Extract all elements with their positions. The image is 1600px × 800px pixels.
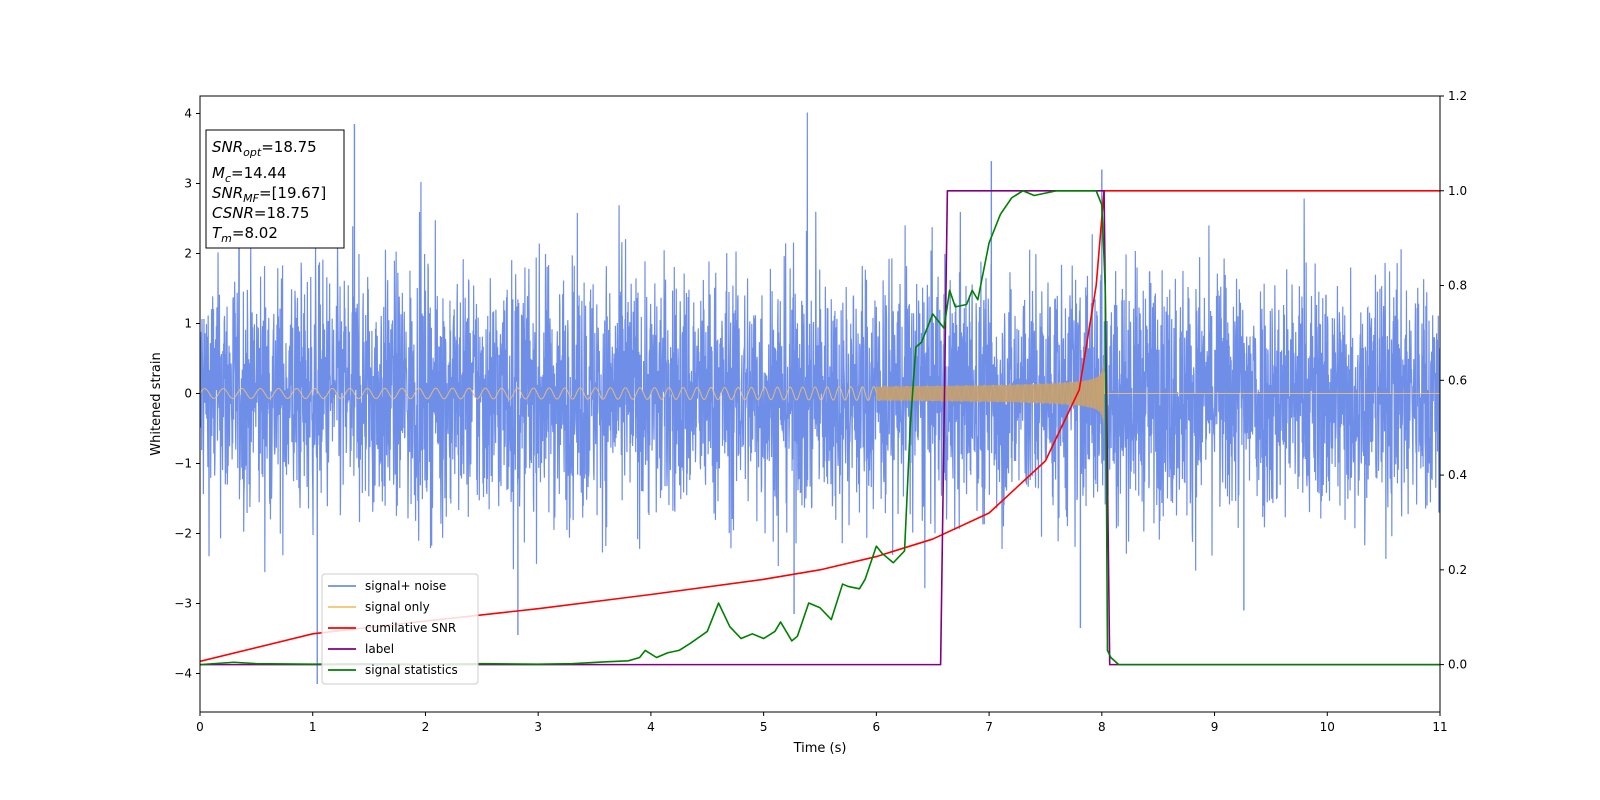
annotation-line: SNRopt=18.75 — [212, 138, 317, 159]
x-tick-label: 5 — [760, 720, 768, 734]
legend: signal+ noise signal only cumilative SNR la… — [321, 573, 479, 685]
y-tick-label-right: 1.0 — [1448, 184, 1467, 198]
x-tick-label: 1 — [309, 720, 317, 734]
plot-area — [200, 112, 1440, 684]
x-tick-label: 2 — [422, 720, 430, 734]
y-tick-label-left: 4 — [184, 107, 192, 121]
legend-label: signal statistics — [365, 663, 458, 677]
annotation-box: SNRopt=18.75 Mc=14.44SNRMF=[19.67]CSNR=18… — [205, 129, 345, 249]
axes-frame — [199, 95, 1441, 713]
legend-label: signal+ noise — [365, 579, 446, 593]
x-tick-label: 6 — [873, 720, 881, 734]
right-y-axis: 0.0 0.2 0.4 0.6 0.8 1.0 1.2 — [1440, 89, 1467, 672]
x-axis-label: Time (s) — [793, 741, 847, 756]
y-tick-label-left: 3 — [184, 177, 192, 191]
x-tick-label: 8 — [1098, 720, 1106, 734]
annotation-line: CSNR=18.75 — [212, 204, 309, 222]
legend-label: cumilative SNR — [365, 621, 456, 635]
y-tick-label-left: 2 — [184, 247, 192, 261]
signal-envelope — [876, 340, 1105, 447]
x-tick-label: 0 — [196, 720, 204, 734]
annotation-line: Tm=8.02 — [212, 224, 278, 245]
x-tick-label: 11 — [1432, 720, 1447, 734]
y-tick-label-right: 0.4 — [1448, 468, 1467, 482]
x-tick-label: 7 — [985, 720, 993, 734]
legend-frame — [321, 573, 479, 685]
x-axis: 0 1 2 3 4 5 6 7 8 9 10 11 — [196, 712, 1448, 734]
legend-label: signal only — [365, 600, 430, 614]
y-tick-label-right: 0.0 — [1448, 658, 1467, 672]
y-tick-label-left: 1 — [184, 317, 192, 331]
legend-label: label — [365, 642, 394, 656]
y-tick-label-left: −4 — [174, 667, 192, 681]
y-tick-label-right: 0.8 — [1448, 279, 1467, 293]
x-tick-label: 9 — [1211, 720, 1219, 734]
y-tick-label-right: 0.6 — [1448, 373, 1467, 387]
annotation-line: Mc=14.44 — [212, 164, 287, 185]
y-axis-label: Whitened strain — [149, 352, 164, 455]
y-tick-label-left: 0 — [184, 387, 192, 401]
x-tick-label: 3 — [534, 720, 542, 734]
y-tick-label-left: −1 — [174, 457, 192, 471]
y-tick-label-left: −3 — [174, 597, 192, 611]
series-signal-only — [200, 371, 1440, 418]
x-tick-label: 4 — [647, 720, 655, 734]
annotation-line: SNRMF=[19.67] — [212, 184, 326, 205]
y-tick-label-right: 0.2 — [1448, 563, 1467, 577]
annotation-frame — [205, 129, 345, 249]
left-y-axis: −4 −3 −2 −1 0 1 2 3 4 — [174, 107, 200, 681]
x-tick-label: 10 — [1320, 720, 1335, 734]
series-signal-statistics — [200, 189, 1440, 666]
series-signal-noise — [200, 112, 1440, 589]
y-tick-label-left: −2 — [174, 527, 192, 541]
y-tick-label-right: 1.2 — [1448, 89, 1467, 103]
